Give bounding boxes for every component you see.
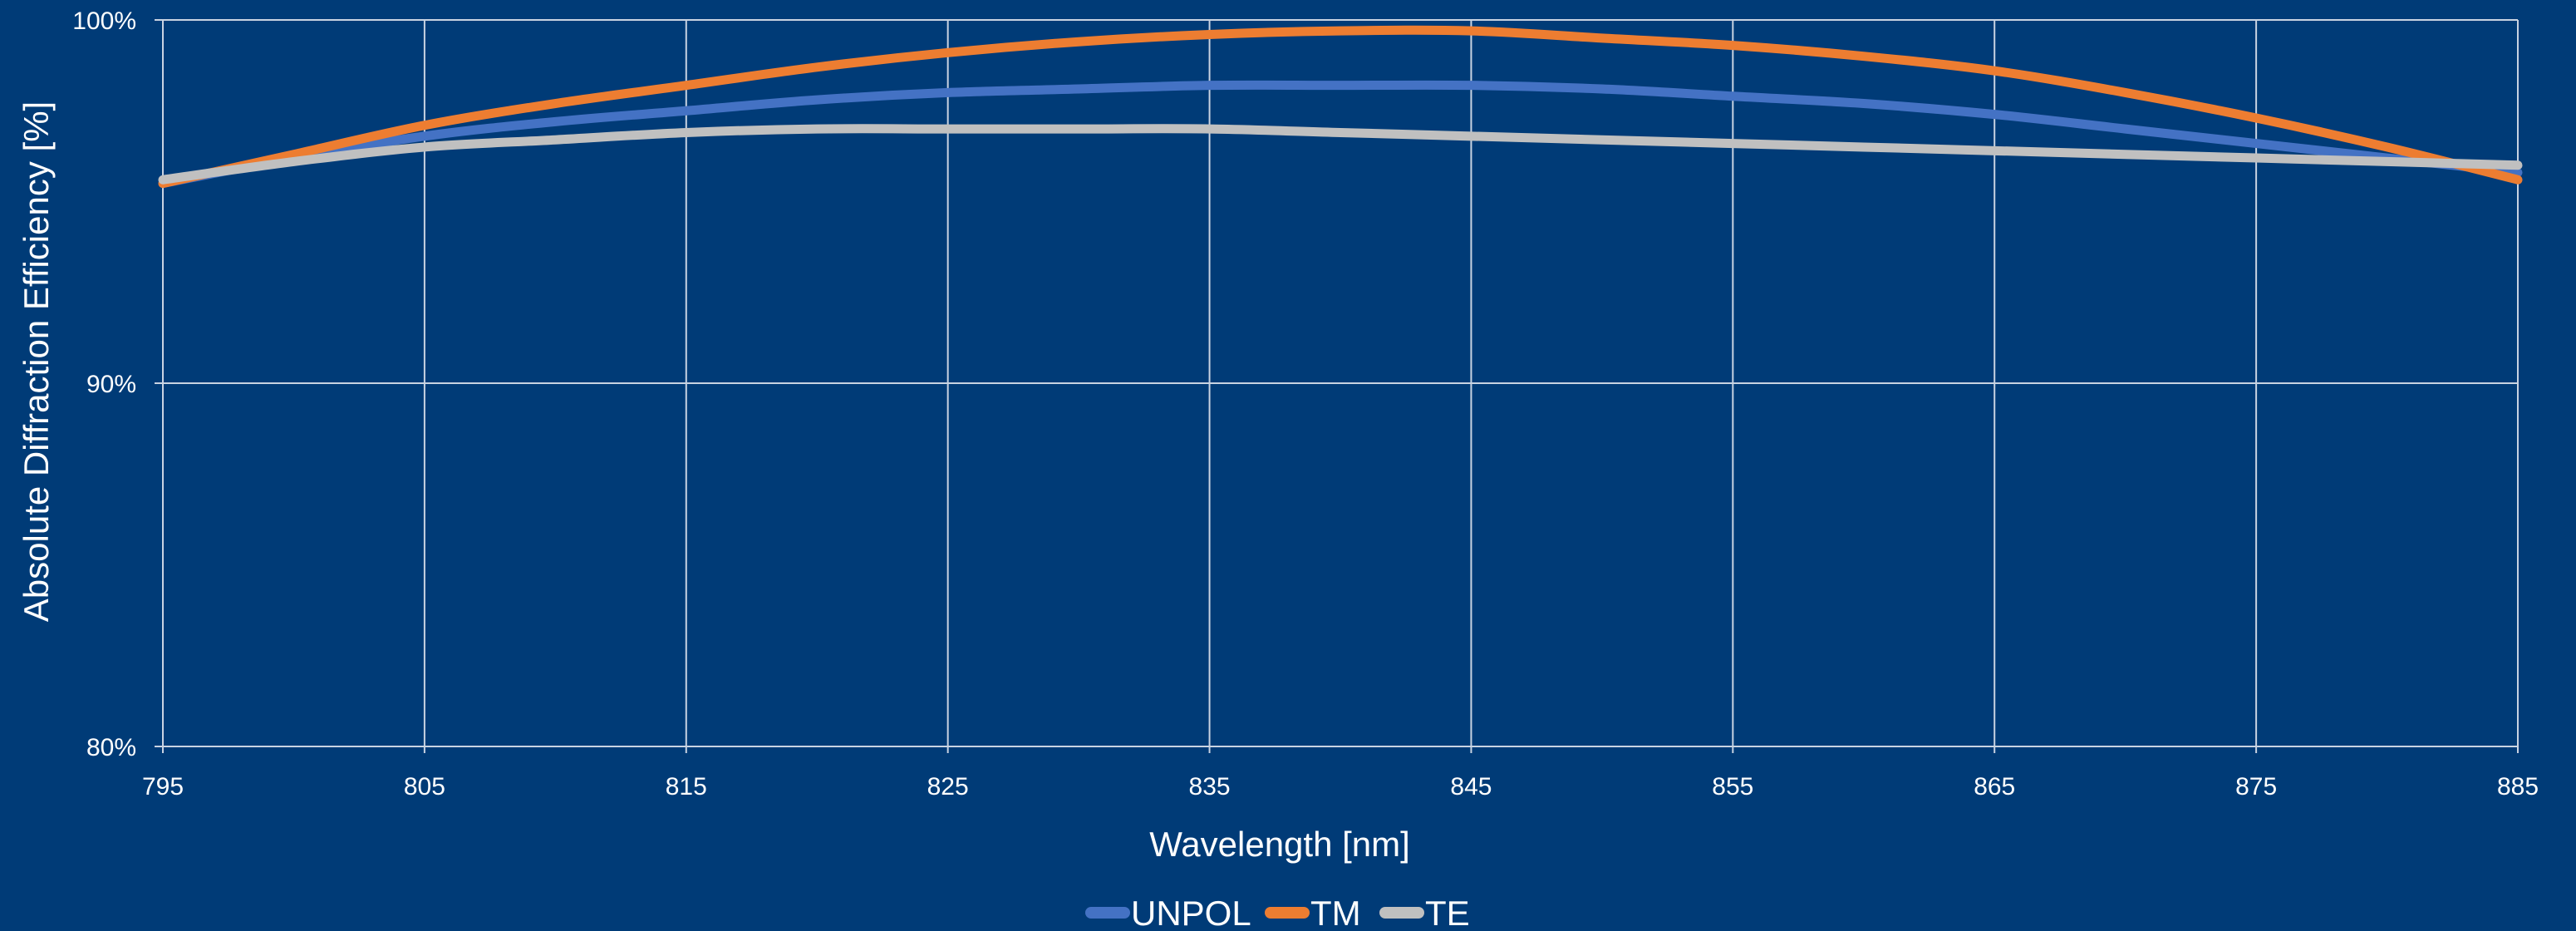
legend-label: UNPOL	[1131, 894, 1251, 931]
legend-item-unpol[interactable]: UNPOL	[1085, 894, 1251, 931]
series-line-tm	[158, 25, 2523, 189]
x-axis-ticks: 795 805 815 825 835 845 855 865 875 885	[142, 773, 2539, 800]
series-line-te	[158, 124, 2523, 185]
x-tick-label: 885	[2497, 773, 2539, 800]
legend-label: TE	[1425, 894, 1470, 931]
series-lines	[158, 25, 2523, 189]
x-tick-label: 795	[142, 773, 184, 800]
x-tick-label: 815	[666, 773, 707, 800]
x-tick-label: 835	[1189, 773, 1231, 800]
x-tick-label: 825	[927, 773, 969, 800]
y-tick-label: 100%	[72, 7, 136, 35]
x-tick-label: 875	[2235, 773, 2277, 800]
y-axis-title: Absolute Diffraction Efficiency [%]	[17, 101, 56, 622]
x-tick-label: 805	[404, 773, 445, 800]
x-tick-label: 865	[1974, 773, 2015, 800]
legend-item-te[interactable]: TE	[1379, 894, 1470, 931]
legend-label: TM	[1310, 894, 1361, 931]
y-tick-label: 90%	[86, 371, 136, 398]
y-axis-ticks: 80% 90% 100%	[72, 7, 136, 761]
y-tick-label: 80%	[86, 734, 136, 761]
legend: UNPOL TM TE	[1085, 894, 1470, 931]
x-tick-label: 855	[1712, 773, 1753, 800]
x-tick-label: 845	[1450, 773, 1492, 800]
legend-item-tm[interactable]: TM	[1265, 894, 1361, 931]
x-axis-title: Wavelength [nm]	[1149, 825, 1410, 864]
series-line-unpol	[158, 80, 2523, 189]
